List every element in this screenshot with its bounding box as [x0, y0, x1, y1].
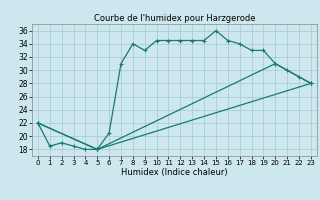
- X-axis label: Humidex (Indice chaleur): Humidex (Indice chaleur): [121, 168, 228, 177]
- Title: Courbe de l'humidex pour Harzgerode: Courbe de l'humidex pour Harzgerode: [94, 14, 255, 23]
